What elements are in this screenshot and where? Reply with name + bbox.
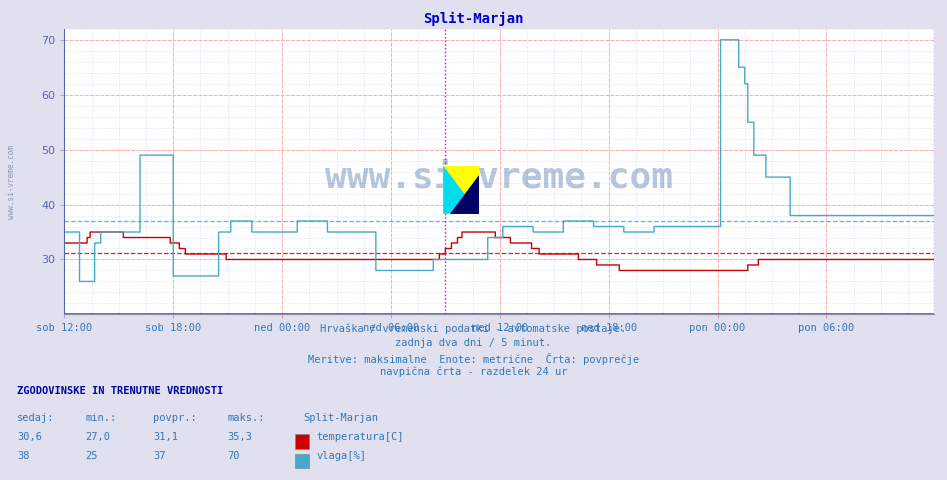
Text: 70: 70 xyxy=(227,451,240,461)
Text: Meritve: maksimalne  Enote: metrične  Črta: povprečje: Meritve: maksimalne Enote: metrične Črta… xyxy=(308,353,639,365)
Text: min.:: min.: xyxy=(85,413,116,423)
Text: zadnja dva dni / 5 minut.: zadnja dva dni / 5 minut. xyxy=(396,338,551,348)
Text: 31,1: 31,1 xyxy=(153,432,178,442)
Polygon shape xyxy=(443,166,479,214)
Polygon shape xyxy=(451,175,479,214)
Text: navpična črta - razdelek 24 ur: navpična črta - razdelek 24 ur xyxy=(380,366,567,377)
Text: www.si-vreme.com: www.si-vreme.com xyxy=(325,160,673,194)
Text: 35,3: 35,3 xyxy=(227,432,252,442)
Text: 25: 25 xyxy=(85,451,98,461)
Text: Split-Marjan: Split-Marjan xyxy=(303,413,378,423)
Text: temperatura[C]: temperatura[C] xyxy=(316,432,403,442)
Text: ZGODOVINSKE IN TRENUTNE VREDNOSTI: ZGODOVINSKE IN TRENUTNE VREDNOSTI xyxy=(17,386,223,396)
Text: 37: 37 xyxy=(153,451,166,461)
Text: povpr.:: povpr.: xyxy=(153,413,197,423)
Text: 30,6: 30,6 xyxy=(17,432,42,442)
Text: 27,0: 27,0 xyxy=(85,432,110,442)
Text: 38: 38 xyxy=(17,451,29,461)
Text: sedaj:: sedaj: xyxy=(17,413,55,423)
Text: maks.:: maks.: xyxy=(227,413,265,423)
Text: Hrvaška / vremenski podatki - avtomatske postaje.: Hrvaška / vremenski podatki - avtomatske… xyxy=(320,324,627,335)
Text: vlaga[%]: vlaga[%] xyxy=(316,451,366,461)
Text: www.si-vreme.com: www.si-vreme.com xyxy=(7,145,16,219)
Text: Split-Marjan: Split-Marjan xyxy=(423,12,524,26)
